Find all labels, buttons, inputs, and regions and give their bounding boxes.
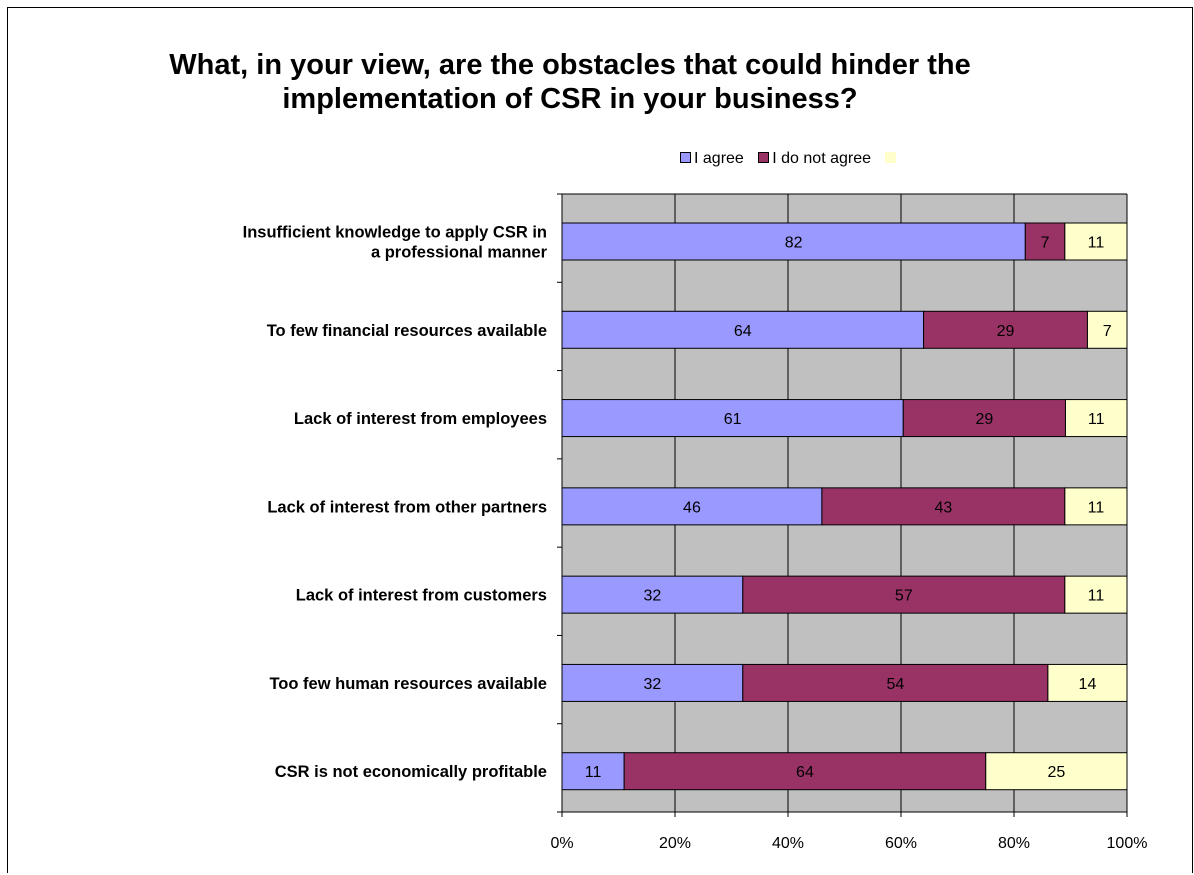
data-label-agree-0: 82	[785, 235, 803, 252]
data-label-other-6: 25	[1047, 764, 1065, 781]
x-tick-label-4: 80%	[998, 835, 1030, 852]
bar-agree-4	[561, 575, 744, 614]
data-label-agree-5: 32	[644, 676, 662, 693]
bar-agree-6	[561, 752, 625, 791]
bar-disagree-4	[742, 575, 1066, 614]
legend-item-disagree: I do not agree	[758, 150, 871, 168]
x-tick-label-2: 40%	[772, 835, 804, 852]
bar-agree-5	[561, 663, 744, 702]
chart-title-line-2: implementation of CSR in your business?	[282, 83, 858, 115]
bar-other-2	[1064, 399, 1128, 438]
bar-other-6	[985, 752, 1128, 791]
bar-other-3	[1064, 487, 1128, 526]
data-label-other-0: 11	[1088, 235, 1105, 252]
bar-other-4	[1064, 575, 1128, 614]
legend-label-agree: I agree	[694, 150, 744, 167]
data-label-disagree-5: 54	[886, 676, 904, 693]
data-label-agree-6: 11	[585, 764, 602, 781]
bar-disagree-2	[902, 399, 1066, 438]
bar-disagree-1	[923, 310, 1088, 349]
category-label-1: To few financial resources available	[267, 322, 547, 340]
bar-disagree-3	[821, 487, 1066, 526]
x-tick-label-5: 100%	[1107, 835, 1148, 852]
data-label-agree-1: 64	[734, 323, 752, 340]
legend-swatch-agree	[680, 152, 691, 164]
chart-frame	[7, 7, 1193, 873]
category-label-3: Lack of interest from other partners	[267, 498, 547, 516]
data-label-disagree-4: 57	[895, 588, 913, 605]
x-tick-label-3: 60%	[885, 835, 917, 852]
legend-swatch-other	[885, 152, 897, 164]
category-label-6: CSR is not economically profitable	[275, 763, 547, 781]
bar-agree-0	[561, 222, 1026, 261]
legend-swatch-disagree	[758, 152, 770, 164]
category-label-5: Too few human resources available	[269, 675, 547, 693]
bar-disagree-6	[623, 752, 987, 791]
bar-agree-3	[561, 487, 823, 526]
chart-title: What, in your view, are the obstacles th…	[150, 48, 990, 116]
category-label-2: Lack of interest from employees	[294, 410, 547, 428]
bar-other-0	[1064, 222, 1128, 261]
data-label-agree-3: 46	[683, 499, 701, 516]
data-label-disagree-6: 64	[796, 764, 814, 781]
legend-item-other	[885, 150, 899, 168]
category-label-0-line-0: Insufficient knowledge to apply CSR in	[243, 224, 547, 242]
data-label-other-3: 11	[1088, 499, 1105, 516]
data-label-disagree-3: 43	[934, 499, 952, 516]
x-tick-label-0: 0%	[550, 835, 573, 852]
data-label-other-1: 7	[1103, 323, 1112, 340]
data-label-other-5: 14	[1079, 676, 1097, 693]
legend-label-disagree: I do not agree	[772, 150, 872, 167]
x-tick-label-1: 20%	[659, 835, 691, 852]
category-label-0-line-1: a professional manner	[371, 244, 548, 262]
bar-agree-1	[561, 310, 925, 349]
chart-title-line-1: What, in your view, are the obstacles th…	[169, 49, 971, 81]
bar-agree-2	[561, 399, 904, 438]
legend: I agree I do not agree	[680, 150, 909, 170]
data-label-disagree-1: 29	[997, 323, 1015, 340]
data-label-disagree-2: 29	[975, 411, 993, 428]
data-label-other-4: 11	[1088, 588, 1105, 605]
data-label-agree-4: 32	[644, 588, 662, 605]
data-label-agree-2: 61	[724, 411, 742, 428]
category-label-4: Lack of interest from customers	[296, 587, 547, 605]
data-label-other-2: 11	[1088, 411, 1105, 428]
bar-other-5	[1047, 663, 1128, 702]
bar-other-1	[1086, 310, 1128, 349]
legend-item-agree: I agree	[680, 150, 744, 168]
data-label-disagree-0: 7	[1041, 235, 1050, 252]
